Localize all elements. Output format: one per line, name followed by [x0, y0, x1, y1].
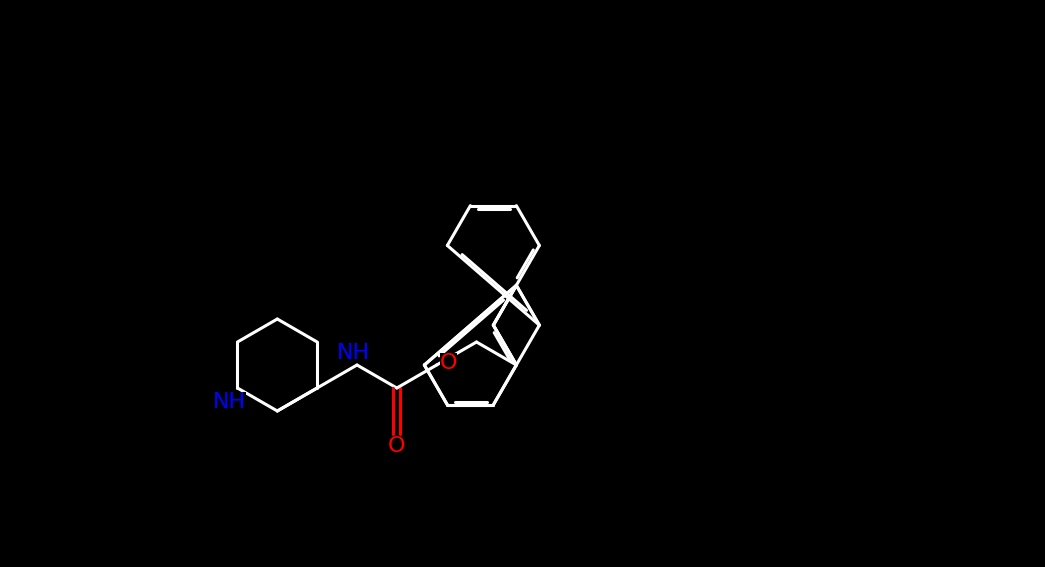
Text: O: O	[440, 353, 458, 373]
Text: O: O	[388, 436, 405, 456]
Text: NH: NH	[213, 392, 246, 412]
Text: NH: NH	[336, 343, 370, 363]
